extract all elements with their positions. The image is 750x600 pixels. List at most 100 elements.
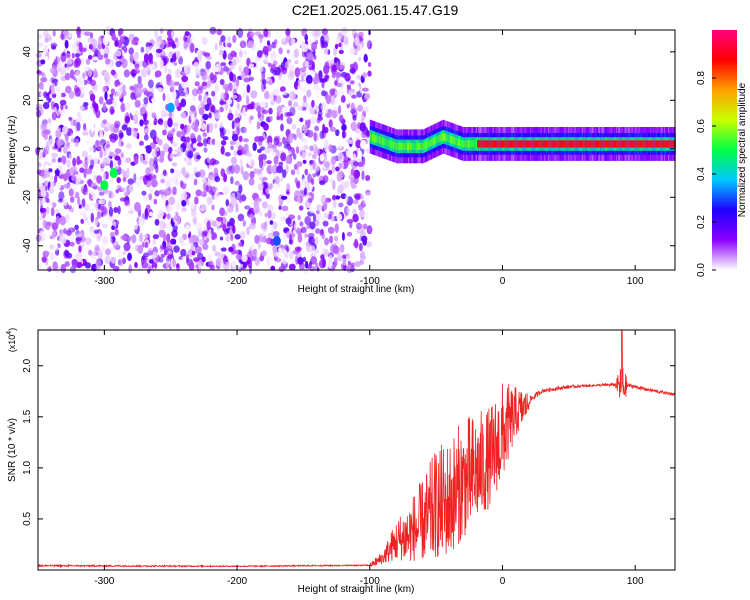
heatmap-cell: [67, 205, 72, 210]
snr-frame: [37, 329, 676, 571]
heatmap-cell: [233, 164, 241, 174]
heatmap-cell: [367, 70, 372, 77]
heatmap-cell: [381, 137, 383, 145]
heatmap-cell: [291, 38, 296, 45]
heatmap-cell: [396, 142, 398, 150]
heatmap-cell: [342, 258, 347, 266]
heatmap-cell: [233, 122, 241, 128]
heatmap-cell: [199, 239, 205, 246]
heatmap-cell: [108, 206, 114, 217]
heatmap-cell: [349, 80, 355, 85]
heatmap-cell: [104, 255, 111, 264]
heatmap-cell: [55, 127, 62, 132]
heatmap-cell: [103, 172, 106, 181]
heatmap-cell: [201, 36, 208, 46]
heatmap-cell: [164, 188, 172, 196]
heatmap-cell: [165, 93, 171, 104]
heatmap-cell: [172, 90, 177, 100]
heatmap-cell: [131, 127, 135, 137]
heatmap-cell: [210, 53, 218, 61]
heatmap-cell: [311, 99, 315, 108]
heatmap-cell: [296, 169, 300, 175]
heatmap-cell: [102, 119, 108, 125]
heatmap-cell: [322, 257, 326, 268]
heatmap-cell: [313, 76, 319, 85]
heatmap-cell: [51, 152, 58, 158]
heatmap-cell: [77, 196, 81, 206]
heatmap-cell: [264, 147, 271, 154]
heatmap-cell: [529, 140, 531, 148]
heatmap-cell: [333, 106, 339, 111]
heatmap-cell: [108, 200, 112, 209]
heatmap-cell: [569, 140, 571, 148]
heatmap-cell: [145, 204, 151, 211]
x-tick-label: -300: [94, 276, 114, 287]
heatmap-cell: [457, 138, 460, 146]
heatmap-cell: [350, 121, 357, 132]
x-tick-label: -100: [360, 276, 380, 287]
heatmap-cell: [75, 236, 83, 242]
heatmap-cell: [168, 196, 176, 206]
heatmap-cell: [157, 209, 164, 219]
heatmap-cell: [259, 101, 267, 107]
heatmap-cell: [219, 100, 227, 105]
heatmap-cell: [337, 152, 344, 162]
heatmap-cell: [187, 36, 192, 47]
heatmap-cell: [301, 151, 306, 159]
heatmap-cell: [566, 140, 568, 148]
heatmap-cell: [352, 114, 357, 121]
heatmap-cell: [133, 155, 139, 165]
heatmap-cell: [194, 235, 200, 244]
heatmap-cell: [206, 231, 212, 239]
heatmap-cell: [58, 61, 63, 69]
heatmap-cell: [304, 168, 309, 176]
heatmap-cell: [257, 111, 261, 119]
heatmap-cell: [299, 117, 304, 123]
heatmap-cell: [325, 94, 332, 105]
heatmap-cell: [317, 110, 323, 118]
heatmap-cell: [239, 263, 244, 268]
heatmap-cell: [334, 236, 339, 242]
heatmap-cell: [115, 60, 122, 68]
heatmap-cell: [272, 244, 278, 254]
heatmap-cell: [211, 194, 219, 201]
heatmap-cell: [485, 140, 487, 148]
heatmap-cell: [85, 237, 92, 245]
heatmap-cell: [278, 247, 282, 255]
heatmap-cell: [193, 257, 200, 262]
heatmap-cell: [143, 53, 149, 63]
heatmap-cell: [152, 237, 156, 246]
heatmap-cell: [246, 157, 252, 165]
heatmap-cell: [528, 140, 530, 148]
heatmap-cell: [232, 88, 237, 96]
heatmap-cell: [350, 168, 355, 177]
heatmap-cell: [121, 124, 128, 131]
heatmap-cell: [269, 115, 273, 122]
heatmap-cell: [288, 133, 294, 144]
heatmap-cell: [238, 65, 242, 73]
heatmap-cell: [140, 154, 144, 165]
y-tick-label: 1.0: [22, 460, 33, 474]
heatmap-cell: [78, 42, 83, 52]
heatmap-cell: [216, 190, 220, 197]
colorbar-tick-label: 0.6: [696, 119, 707, 133]
heatmap-cell: [257, 65, 264, 73]
heatmap-cell: [331, 109, 339, 119]
heatmap-cell: [611, 140, 613, 148]
heatmap-cell: [281, 258, 288, 265]
heatmap-cell: [451, 136, 453, 144]
heatmap-cell: [214, 83, 219, 93]
heatmap-cell: [37, 42, 44, 48]
heatmap-cell: [160, 59, 164, 70]
heatmap-cell: [287, 252, 295, 261]
heatmap-cell: [102, 36, 109, 46]
heatmap-cell: [301, 43, 309, 53]
heatmap-cell: [71, 47, 76, 53]
heatmap-cell: [274, 39, 278, 45]
heatmap-cell: [79, 167, 85, 173]
heatmap-cell: [242, 170, 250, 181]
heatmap-cell: [225, 199, 230, 207]
heatmap-cell: [96, 175, 103, 184]
heatmap-cell: [262, 109, 269, 115]
heatmap-cell: [652, 140, 654, 148]
